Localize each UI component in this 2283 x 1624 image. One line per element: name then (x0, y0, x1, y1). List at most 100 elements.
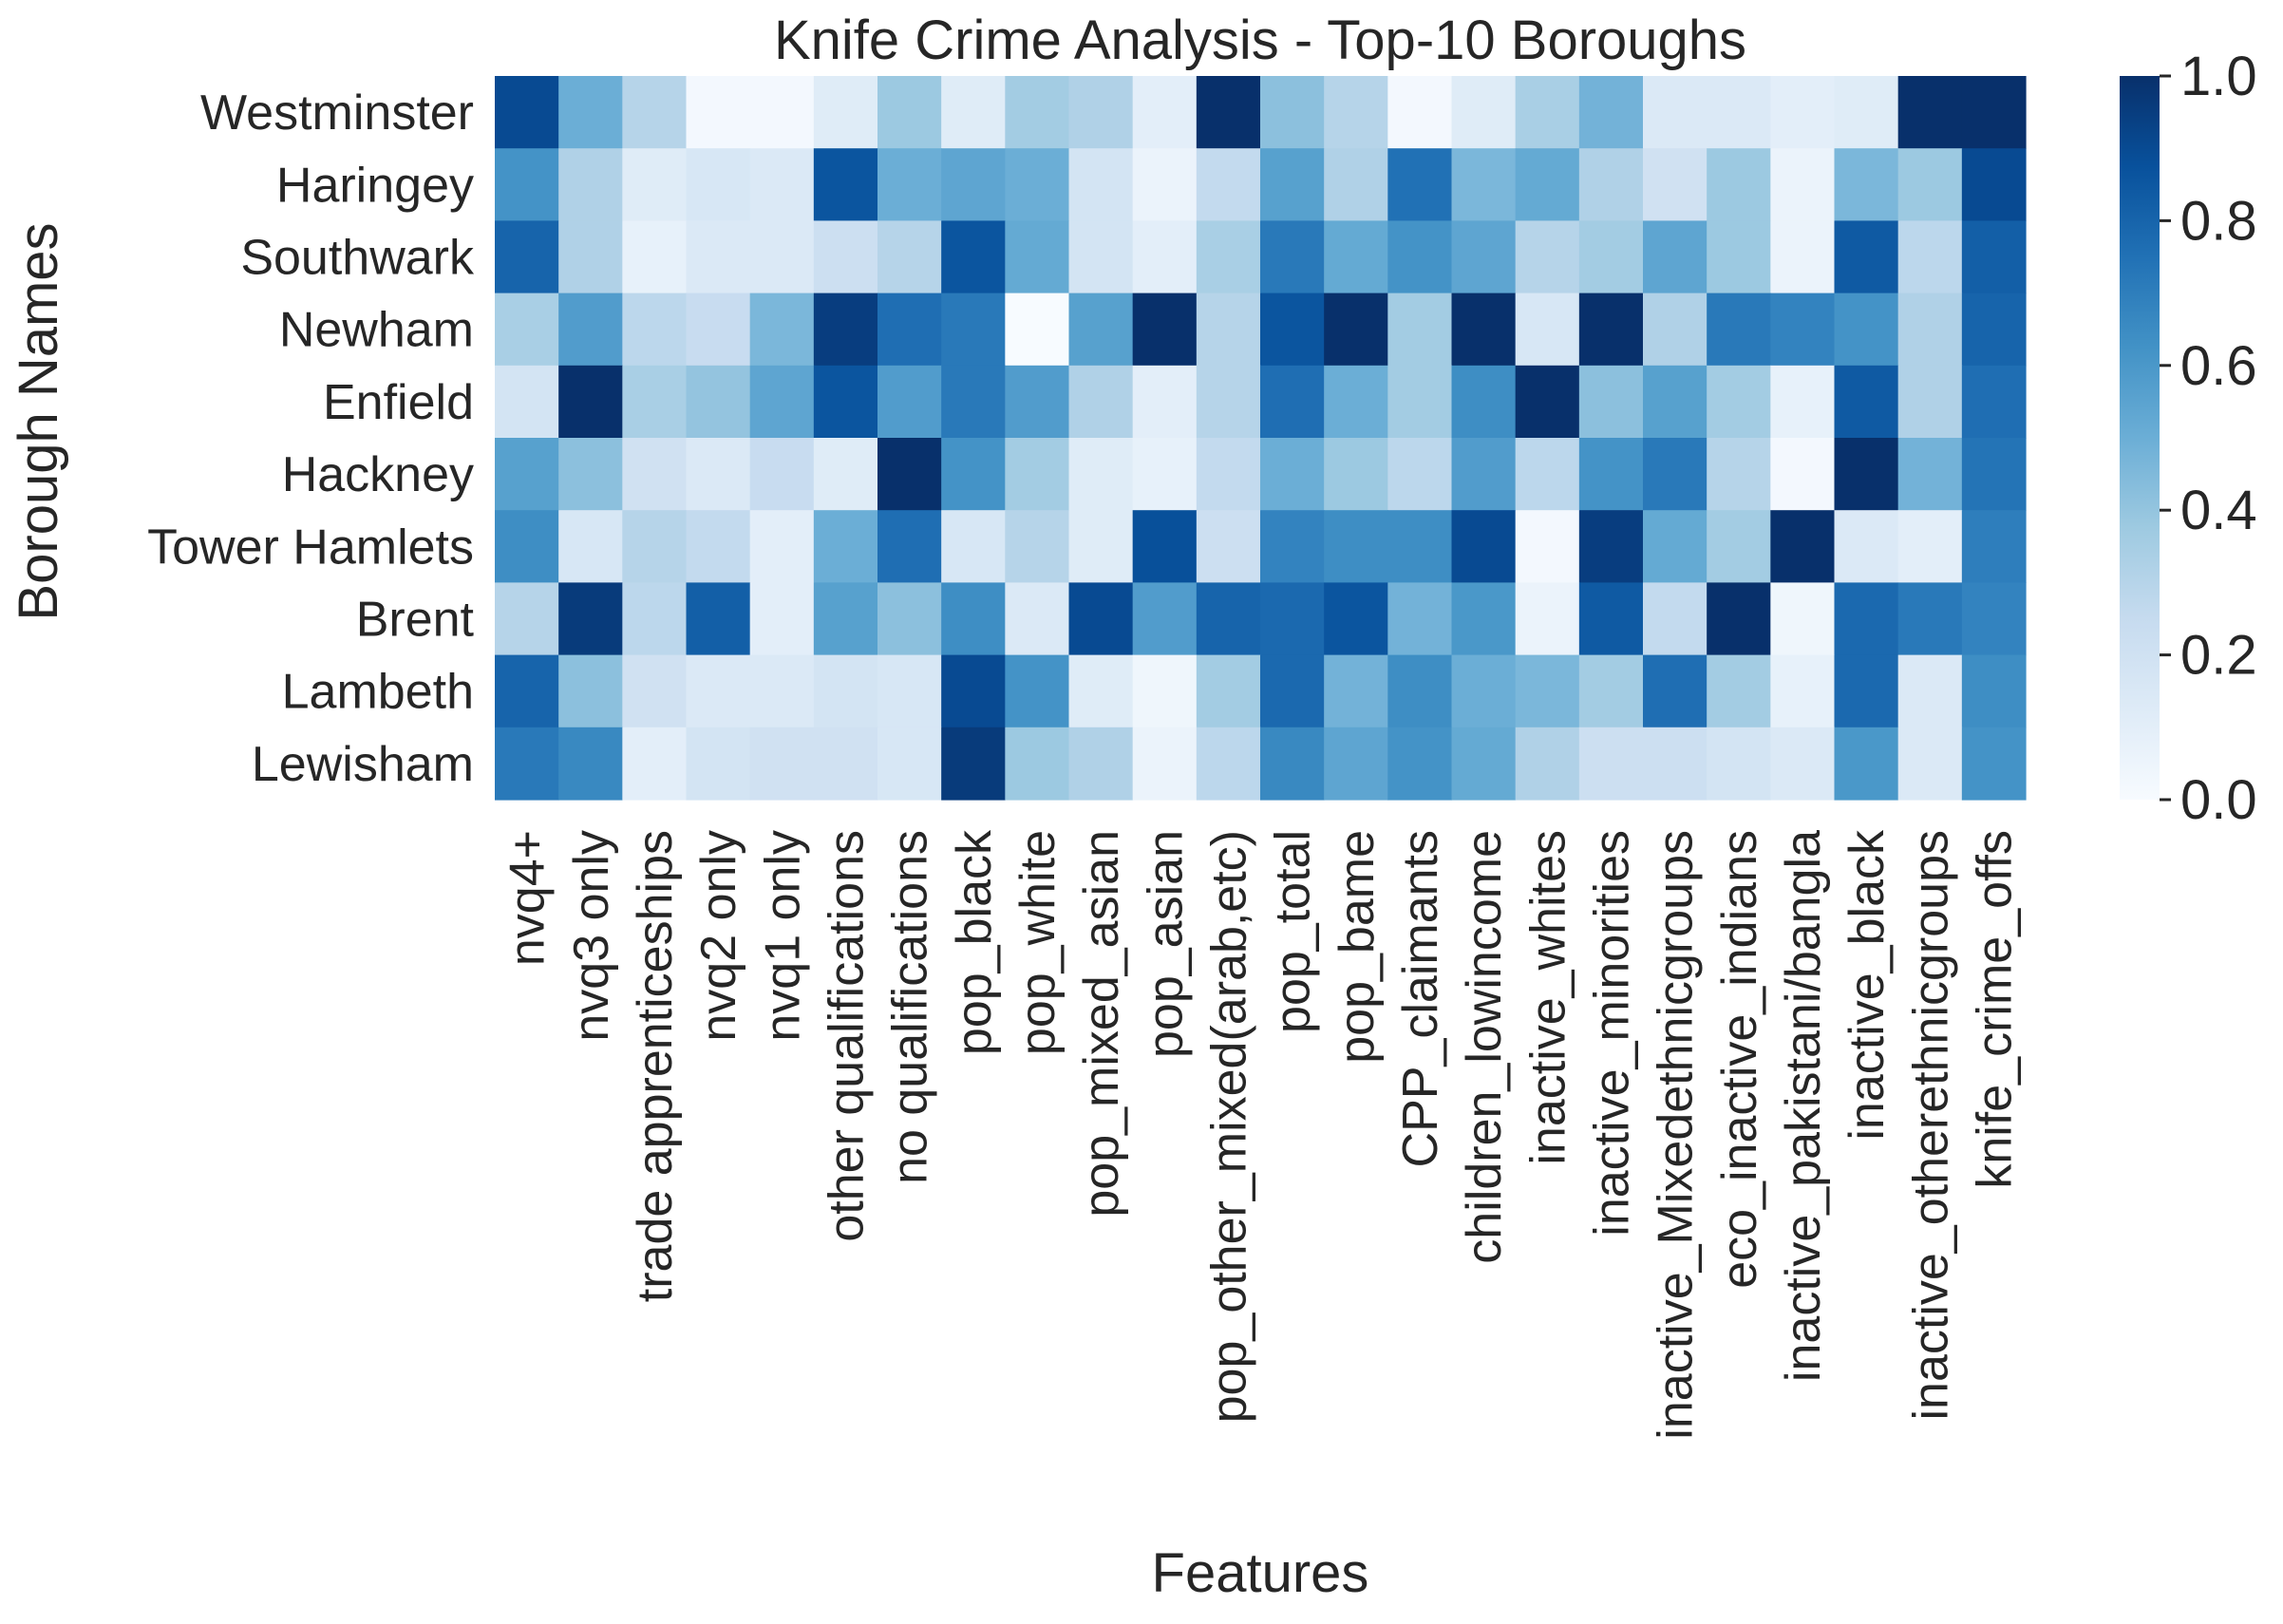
heatmap-cell (877, 148, 942, 221)
heatmap-cell (558, 148, 623, 221)
heatmap-cell (749, 365, 815, 439)
heatmap-cell (1324, 293, 1388, 367)
heatmap-cell (1643, 582, 1708, 656)
heatmap-cell (1515, 510, 1580, 583)
column-tick-label: CPP_claimants (1393, 830, 1448, 1167)
heatmap-cell (877, 76, 942, 149)
heatmap-cell (1643, 148, 1708, 221)
heatmap-cell (1770, 76, 1836, 149)
heatmap-cell (1515, 654, 1580, 728)
heatmap-cell (495, 293, 559, 367)
column-tick-label: pop_mixed_asian (1074, 830, 1129, 1218)
column-tick-label: inactive_otherethnicgroups (1903, 830, 1958, 1421)
heatmap-cell (495, 220, 559, 294)
heatmap-cell (941, 76, 1006, 149)
heatmap-cell (1643, 220, 1708, 294)
heatmap-cell (1961, 76, 2027, 149)
heatmap-cell (1770, 582, 1836, 656)
heatmap-cell (1451, 654, 1517, 728)
heatmap-cell (495, 654, 559, 728)
heatmap-cell (1834, 654, 1899, 728)
column-tick-label: trade apprenticeships (628, 830, 683, 1302)
heatmap-cell (686, 148, 751, 221)
heatmap-cell (1196, 293, 1261, 367)
row-tick-label: Westminster (200, 85, 474, 141)
heatmap-cell (1897, 727, 1963, 801)
heatmap-cell (1897, 76, 1963, 149)
heatmap-cell (1260, 654, 1325, 728)
heatmap-cell (1770, 293, 1836, 367)
column-tick-label: nvq1 only (755, 830, 810, 1042)
heatmap-cell (1707, 510, 1771, 583)
heatmap-cell (1387, 76, 1453, 149)
heatmap-cell (1770, 654, 1836, 728)
heatmap-cell (1834, 438, 1899, 511)
column-tick-label: pop_total (1266, 830, 1321, 1033)
heatmap-cell (1324, 365, 1388, 439)
heatmap-cell (1451, 438, 1517, 511)
heatmap-cell (877, 438, 942, 511)
heatmap-cell (1834, 76, 1899, 149)
heatmap-cell (749, 654, 815, 728)
heatmap-cell (1451, 148, 1517, 221)
heatmap-cell (1770, 438, 1836, 511)
heatmap-cell (877, 582, 942, 656)
column-tick-label: other qualifications (819, 830, 874, 1242)
heatmap-cell (749, 76, 815, 149)
heatmap-cell (1707, 654, 1771, 728)
heatmap-cell (1578, 582, 1644, 656)
heatmap-cell (495, 727, 559, 801)
heatmap-cell (1260, 293, 1325, 367)
heatmap-cell (1132, 654, 1198, 728)
heatmap-cell (1707, 148, 1771, 221)
row-tick-label: Hackney (282, 447, 474, 502)
column-tick-label: pop_other_mixed(arab,etc) (1201, 830, 1256, 1423)
column-tick-label: inactive_Mixedethnicgroups (1649, 830, 1704, 1440)
heatmap-cell (1897, 293, 1963, 367)
heatmap-cell (1005, 510, 1070, 583)
heatmap-cell (1196, 654, 1261, 728)
heatmap-cell (622, 220, 688, 294)
heatmap-cell (495, 510, 559, 583)
heatmap-cell (1260, 582, 1325, 656)
heatmap-cell (1707, 727, 1771, 801)
heatmap-cell (1260, 510, 1325, 583)
heatmap-cell (1897, 582, 1963, 656)
column-tick-label: no qualifications (883, 830, 938, 1184)
heatmap-cell (558, 293, 623, 367)
heatmap-cell (1132, 293, 1198, 367)
row-tick-labels: Westminster Haringey Southwark Newham Enfiel… (147, 85, 475, 792)
column-tick-label: pop_black (947, 829, 1002, 1055)
heatmap-cell (1451, 582, 1517, 656)
heatmap-cell (686, 293, 751, 367)
heatmap-cell (877, 510, 942, 583)
heatmap-cell (1578, 727, 1644, 801)
heatmap-cell (1068, 582, 1134, 656)
heatmap-cell (622, 582, 688, 656)
heatmap-cell (1515, 365, 1580, 439)
heatmap-cell (686, 727, 751, 801)
heatmap-cell (495, 438, 559, 511)
heatmap-cell (686, 510, 751, 583)
heatmap-cell (1260, 76, 1325, 149)
heatmap-cell (1515, 220, 1580, 294)
heatmap-cell (1387, 510, 1453, 583)
heatmap-cell (495, 365, 559, 439)
column-tick-label: pop_bame (1330, 830, 1385, 1064)
heatmap-cell (813, 76, 878, 149)
heatmap-cell (1324, 654, 1388, 728)
heatmap-cell (877, 293, 942, 367)
heatmap-cell (1196, 438, 1261, 511)
heatmap-cell (1132, 148, 1198, 221)
heatmap-cell (1451, 76, 1517, 149)
heatmap-cell (1897, 365, 1963, 439)
heatmap-cell (558, 76, 623, 149)
heatmap-cell (1260, 438, 1325, 511)
row-tick-label: Lambeth (282, 665, 474, 720)
heatmap-cell (877, 654, 942, 728)
heatmap-cell (1068, 654, 1134, 728)
heatmap-cell (1770, 727, 1836, 801)
heatmap-cell (877, 365, 942, 439)
heatmap-cell (558, 654, 623, 728)
heatmap-cell (941, 727, 1006, 801)
